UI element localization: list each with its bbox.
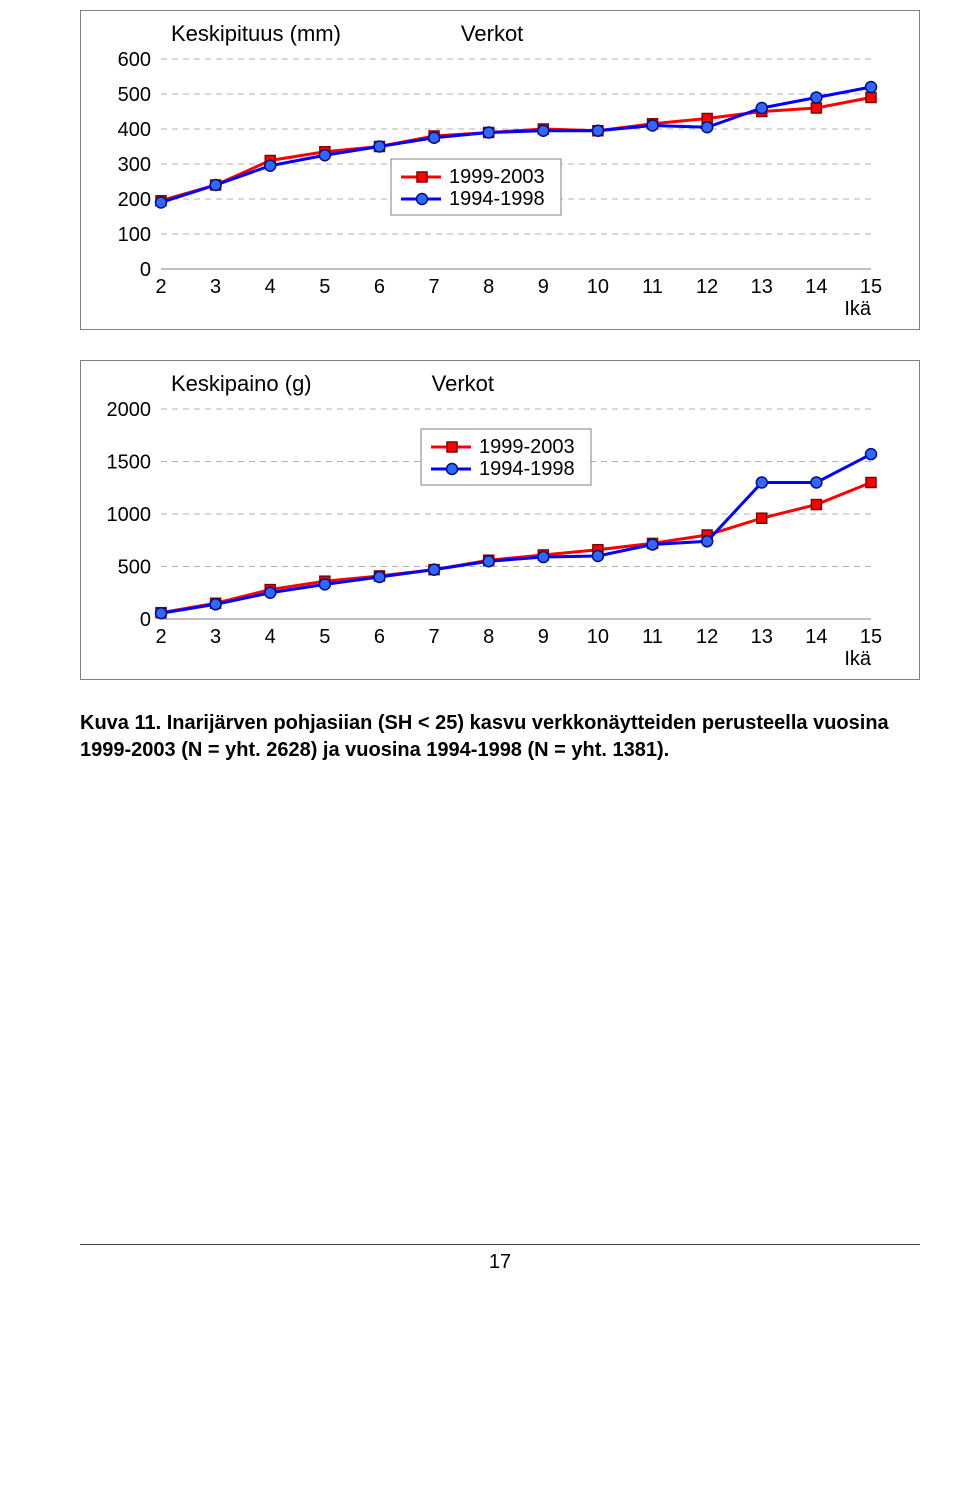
chart-length-titles: Keskipituus (mm) Verkot xyxy=(171,21,899,47)
chart-length: Keskipituus (mm) Verkot 0 100 200 300 400 500… xyxy=(80,10,920,330)
svg-text:0: 0 xyxy=(140,259,151,281)
chart-weight-titles: Keskipaino (g) Verkot xyxy=(171,371,899,397)
chart2-svg: 0 500 1000 1500 2000 2 3 4 5 6 7 8 9 10 11 12 13 14 15Ikä 1… xyxy=(91,399,891,669)
svg-text:4: 4 xyxy=(265,276,276,298)
svg-text:100: 100 xyxy=(118,224,151,246)
svg-text:2: 2 xyxy=(155,626,166,648)
svg-text:5: 5 xyxy=(319,626,330,648)
chart1-title: Verkot xyxy=(461,21,523,47)
svg-text:500: 500 xyxy=(118,557,151,579)
svg-text:10: 10 xyxy=(587,626,609,648)
svg-text:6: 6 xyxy=(374,626,385,648)
chart1-svg: 0 100 200 300 400 500 600 2 3 4 5 6 7 8 9 10 11 12 13 14 15I… xyxy=(91,49,891,319)
svg-text:1999-2003: 1999-2003 xyxy=(449,166,545,188)
svg-text:200: 200 xyxy=(118,189,151,211)
svg-text:15: 15 xyxy=(860,626,882,648)
chart2-title: Verkot xyxy=(432,371,494,397)
page-number: 17 xyxy=(489,1251,511,1273)
svg-text:1994-1998: 1994-1998 xyxy=(449,188,545,210)
svg-text:12: 12 xyxy=(696,276,718,298)
svg-text:3: 3 xyxy=(210,276,221,298)
svg-text:8: 8 xyxy=(483,276,494,298)
svg-text:3: 3 xyxy=(210,626,221,648)
svg-text:14: 14 xyxy=(805,276,827,298)
svg-text:8: 8 xyxy=(483,626,494,648)
svg-text:13: 13 xyxy=(751,626,773,648)
svg-text:15: 15 xyxy=(860,276,882,298)
svg-text:14: 14 xyxy=(805,626,827,648)
svg-text:5: 5 xyxy=(319,276,330,298)
svg-text:12: 12 xyxy=(696,626,718,648)
chart-weight: Keskipaino (g) Verkot 0 500 1000 1500 2000 2 3… xyxy=(80,360,920,680)
svg-text:7: 7 xyxy=(429,276,440,298)
svg-text:0: 0 xyxy=(140,609,151,631)
svg-text:1500: 1500 xyxy=(107,452,152,474)
svg-text:1000: 1000 xyxy=(107,504,152,526)
svg-text:1999-2003: 1999-2003 xyxy=(479,436,575,458)
svg-text:Ikä: Ikä xyxy=(844,298,872,319)
svg-text:9: 9 xyxy=(538,276,549,298)
chart2-series-label: Keskipaino (g) xyxy=(171,371,312,397)
svg-text:400: 400 xyxy=(118,119,151,141)
svg-text:6: 6 xyxy=(374,276,385,298)
svg-text:300: 300 xyxy=(118,154,151,176)
svg-text:11: 11 xyxy=(642,626,663,648)
chart1-series-label: Keskipituus (mm) xyxy=(171,21,341,47)
svg-text:13: 13 xyxy=(751,276,773,298)
svg-text:Ikä: Ikä xyxy=(844,648,872,669)
page-root: Keskipituus (mm) Verkot 0100200300400500… xyxy=(0,0,960,1314)
svg-text:1994-1998: 1994-1998 xyxy=(479,458,575,480)
page-footer: 17 xyxy=(80,1244,920,1274)
svg-text:600: 600 xyxy=(118,49,151,71)
figure-caption: Kuva 11. Inarijärven pohjasiian (SH < 25… xyxy=(80,710,920,764)
svg-text:2000: 2000 xyxy=(107,399,152,421)
svg-text:11: 11 xyxy=(642,276,663,298)
svg-text:7: 7 xyxy=(429,626,440,648)
svg-text:4: 4 xyxy=(265,626,276,648)
svg-text:2: 2 xyxy=(155,276,166,298)
svg-text:500: 500 xyxy=(118,84,151,106)
svg-text:10: 10 xyxy=(587,276,609,298)
svg-text:9: 9 xyxy=(538,626,549,648)
